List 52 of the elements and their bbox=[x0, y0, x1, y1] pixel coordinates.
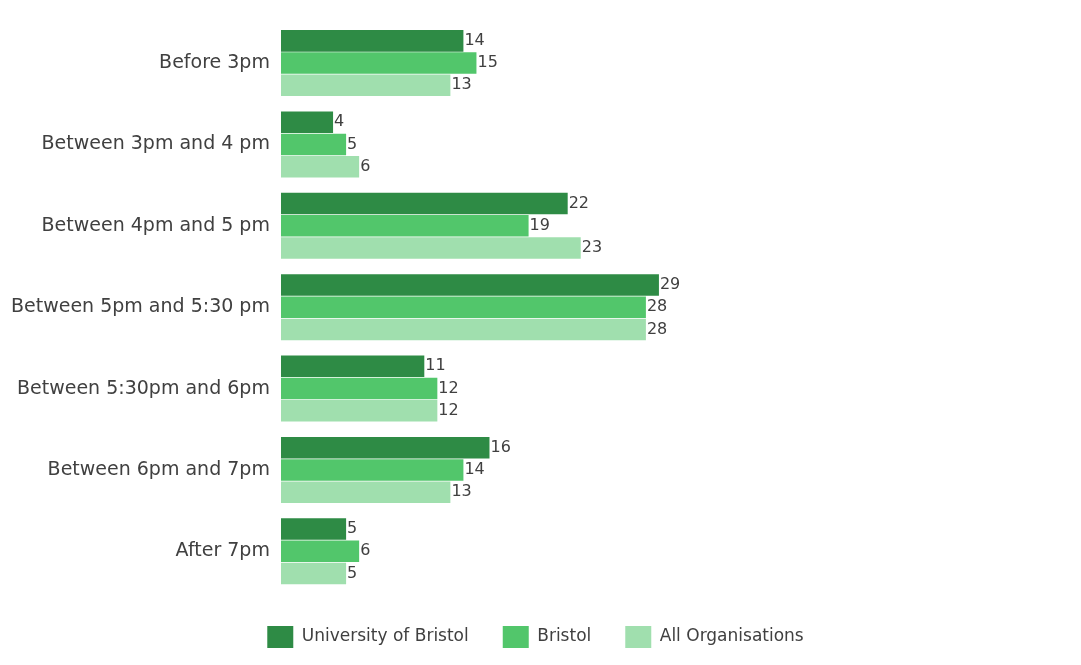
legend-label: Bristol bbox=[537, 625, 592, 646]
data-label: 22 bbox=[568, 192, 590, 212]
bar bbox=[280, 30, 464, 52]
bar bbox=[280, 237, 581, 259]
bar bbox=[280, 52, 477, 74]
data-label: 12 bbox=[438, 377, 459, 397]
y-tick-label: Between 3pm and 4 pm bbox=[41, 131, 270, 154]
bar bbox=[280, 459, 464, 481]
bar bbox=[280, 274, 659, 296]
y-tick-label: Before 3pm bbox=[159, 50, 270, 73]
data-label: 4 bbox=[334, 111, 345, 131]
legend-label: All Organisations bbox=[659, 625, 804, 646]
data-label: 28 bbox=[646, 296, 668, 316]
y-tick-label: Between 6pm and 7pm bbox=[47, 456, 270, 479]
data-label: 19 bbox=[529, 214, 550, 234]
data-label: 29 bbox=[659, 274, 681, 294]
bar bbox=[280, 377, 438, 400]
bar bbox=[280, 355, 425, 378]
bar bbox=[280, 540, 360, 563]
data-label: 11 bbox=[425, 355, 446, 375]
data-label: 5 bbox=[347, 133, 358, 153]
data-label: 15 bbox=[477, 52, 498, 72]
bar bbox=[280, 192, 568, 215]
data-label: 5 bbox=[347, 562, 358, 582]
data-label: 12 bbox=[438, 399, 459, 419]
data-label: 13 bbox=[451, 481, 472, 501]
bar bbox=[280, 215, 529, 237]
data-label: 5 bbox=[347, 518, 358, 538]
data-label: 14 bbox=[464, 30, 485, 49]
legend-label: University of Bristol bbox=[301, 625, 469, 646]
y-tick-label: Between 5pm and 5:30 pm bbox=[10, 294, 270, 317]
data-label: 23 bbox=[581, 237, 603, 257]
bar bbox=[280, 155, 360, 178]
data-label: 16 bbox=[490, 436, 511, 456]
bar bbox=[280, 562, 347, 585]
bar bbox=[280, 133, 347, 156]
data-label: 28 bbox=[646, 318, 668, 338]
data-label: 13 bbox=[451, 74, 472, 94]
bar bbox=[280, 74, 451, 97]
data-label: 6 bbox=[360, 540, 371, 560]
bar bbox=[280, 481, 451, 503]
y-tick-label: Between 5:30pm and 6pm bbox=[17, 375, 270, 398]
bar bbox=[280, 518, 347, 540]
data-label: 6 bbox=[360, 155, 371, 175]
bar bbox=[280, 436, 490, 459]
bar bbox=[280, 296, 646, 318]
bar bbox=[280, 111, 334, 133]
data-label: 14 bbox=[464, 459, 485, 479]
y-tick-label: Between 4pm and 5 pm bbox=[41, 212, 270, 235]
y-tick-label: After 7pm bbox=[175, 538, 270, 561]
bar bbox=[280, 400, 438, 422]
bar bbox=[280, 318, 646, 341]
